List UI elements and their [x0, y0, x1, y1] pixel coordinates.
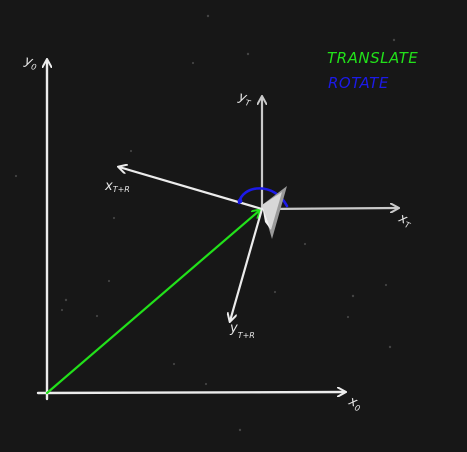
background-specks	[14, 14, 396, 432]
world-y-label: y0	[22, 53, 39, 72]
rotated-x-label: xT+R	[104, 179, 130, 194]
world-x-axis	[36, 392, 345, 393]
world-x-label: x0	[345, 393, 364, 413]
translated-x-label: xT	[395, 210, 415, 230]
rotation-arc-end	[237, 198, 243, 204]
legend-rotate: ROTATE	[328, 74, 389, 92]
object-marker-icon	[262, 186, 287, 239]
rotated-y-axis	[230, 207, 264, 321]
translated-y-label: yT	[236, 89, 254, 108]
legend-translate: TRANSLATE	[327, 49, 418, 67]
rotated-y-label: yT+R	[229, 321, 255, 340]
translated-x-axis	[260, 208, 398, 209]
translation-vector	[45, 210, 260, 395]
